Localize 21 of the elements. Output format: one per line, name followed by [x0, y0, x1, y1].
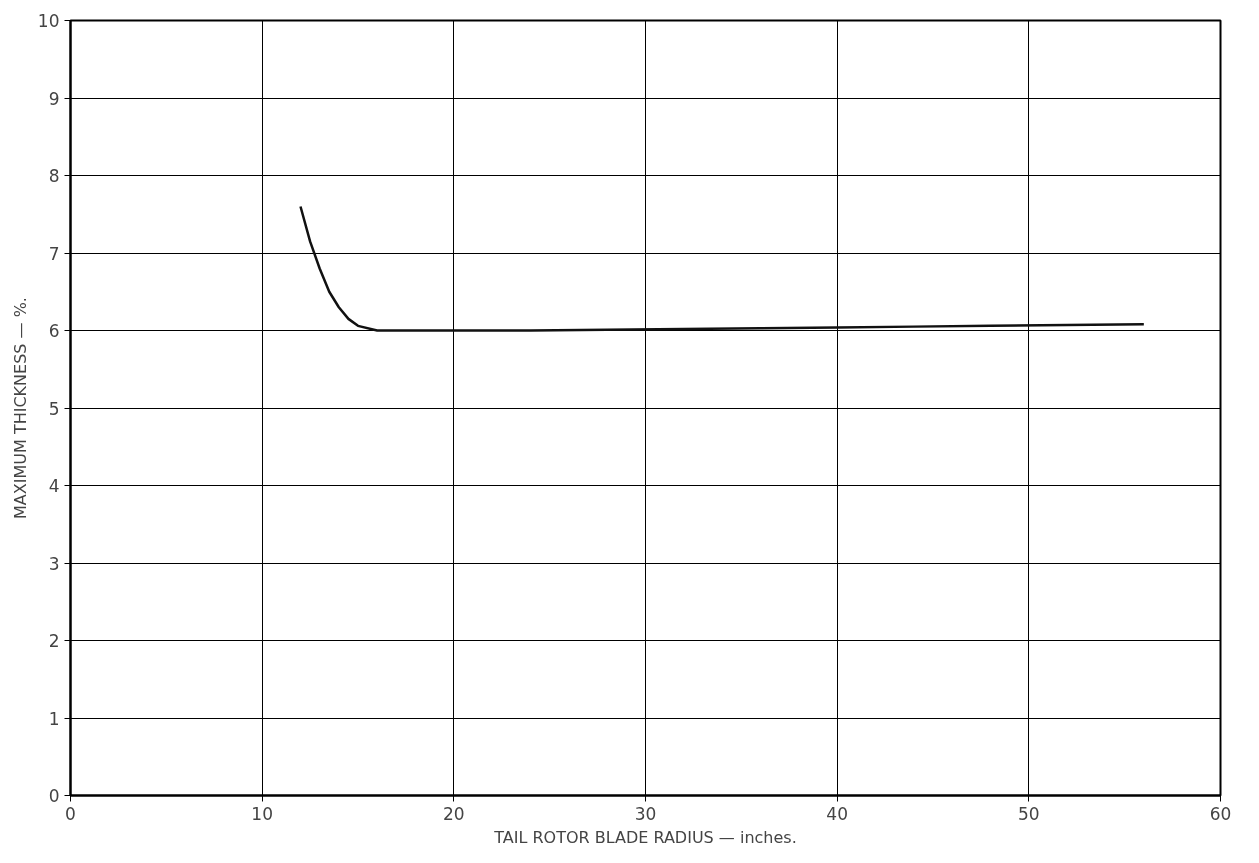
- y-tick-label: 10: [37, 11, 60, 31]
- x-tick-label: 10: [251, 803, 273, 824]
- y-tick-label: 2: [48, 631, 60, 651]
- y-tick-label: 0: [48, 786, 60, 806]
- y-tick-label: 8: [48, 166, 60, 186]
- y-axis-title: MAXIMUM THICKNESS — %.: [10, 297, 30, 519]
- x-tick-label: 60: [1209, 803, 1232, 824]
- y-tick-label: 9: [48, 88, 60, 109]
- y-tick-label: 3: [48, 553, 60, 574]
- y-tick-label: 4: [48, 476, 60, 496]
- x-tick-label: 0: [65, 803, 76, 824]
- x-tick-label: 30: [634, 803, 657, 824]
- x-axis-title: TAIL ROTOR BLADE RADIUS — inches.: [493, 827, 797, 847]
- x-tick-label: 40: [826, 803, 848, 824]
- x-tick-label: 20: [443, 803, 465, 824]
- y-tick-label: 5: [48, 398, 60, 419]
- x-tick-label: 50: [1018, 803, 1040, 824]
- y-tick-label: 1: [48, 708, 60, 729]
- y-tick-label: 6: [48, 321, 60, 341]
- line-series: [299, 205, 1146, 332]
- y-tick-label: 7: [48, 243, 60, 264]
